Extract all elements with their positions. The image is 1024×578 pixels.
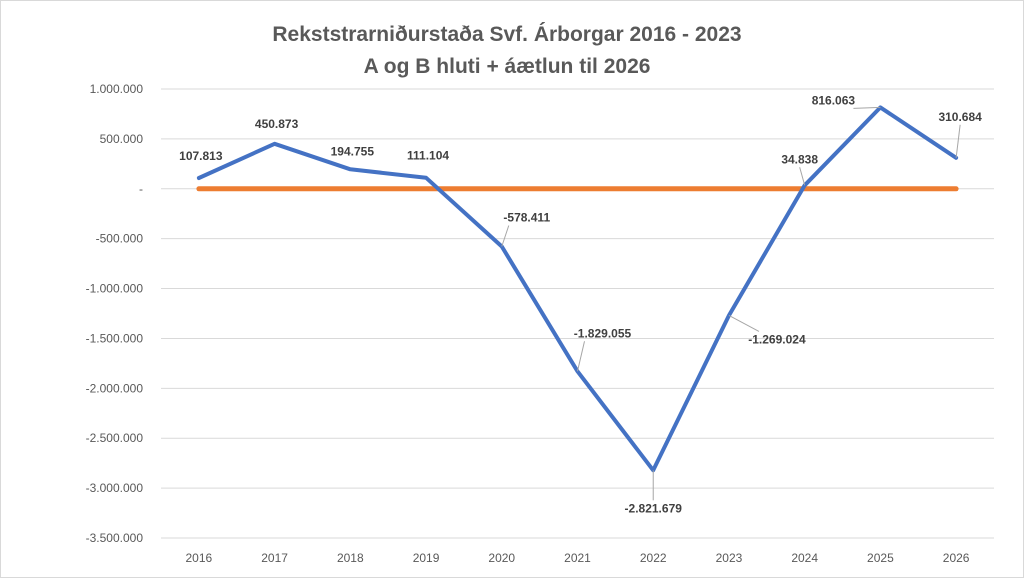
data-label: 450.873 <box>255 117 299 131</box>
x-tick-label: 2017 <box>261 551 288 565</box>
data-label: 194.755 <box>331 144 375 158</box>
data-label: -1.829.055 <box>574 326 632 340</box>
label-leader-line <box>955 124 961 158</box>
data-label: -578.411 <box>503 210 550 224</box>
y-tick-label: 1.000.000 <box>90 82 144 96</box>
data-label: 107.813 <box>179 149 223 163</box>
chart-subtitle: A og B hluti + áætlun til 2026 <box>364 55 651 78</box>
x-tick-label: 2019 <box>413 551 440 565</box>
label-leader-line <box>728 314 760 332</box>
y-tick-label: - <box>139 182 143 196</box>
x-tick-label: 2025 <box>867 551 894 565</box>
y-tick-label: 500.000 <box>100 132 144 146</box>
label-leader-line <box>501 225 510 247</box>
gridlines <box>161 88 994 539</box>
x-tick-label: 2016 <box>186 551 213 565</box>
data-label: 111.104 <box>407 149 449 163</box>
x-tick-label: 2024 <box>791 551 818 565</box>
data-label: 34.838 <box>781 152 818 166</box>
y-tick-label: -2.500.000 <box>86 431 144 445</box>
y-tick-label: -1.000.000 <box>86 282 144 296</box>
y-tick-label: -3.500.000 <box>86 531 144 545</box>
y-tick-label: -3.000.000 <box>86 481 144 495</box>
data-label: -1.269.024 <box>748 332 806 346</box>
x-tick-label: 2023 <box>716 551 743 565</box>
x-tick-label: 2022 <box>640 551 667 565</box>
series-lines <box>196 105 959 473</box>
y-tick-label: -500.000 <box>96 232 144 246</box>
chart-title: Rekststrarniðurstaða Svf. Árborgar 2016 … <box>272 23 741 46</box>
series-line-result <box>196 105 959 473</box>
y-axis: 1.000.000 500.000 - -500.000 -1.000.000 -1.50… <box>86 82 144 545</box>
data-label: -2.821.679 <box>625 501 683 515</box>
label-leader-line <box>577 341 585 372</box>
x-tick-label: 2020 <box>488 551 515 565</box>
label-leader-line <box>799 167 806 186</box>
data-labels: 107.813 450.873 194.755 111.104 -578.411 -1.8… <box>179 93 982 515</box>
data-label: 816.063 <box>812 93 856 107</box>
x-axis: 2016 2017 2018 2019 2020 2021 2022 2023 2024 2025… <box>186 551 970 565</box>
label-leader-line <box>853 106 881 109</box>
x-tick-label: 2018 <box>337 551 364 565</box>
x-tick-label: 2026 <box>943 551 970 565</box>
x-tick-label: 2021 <box>564 551 591 565</box>
data-label: 310.684 <box>938 110 982 124</box>
y-tick-label: -2.000.000 <box>86 381 144 395</box>
y-tick-label: -1.500.000 <box>86 331 144 345</box>
